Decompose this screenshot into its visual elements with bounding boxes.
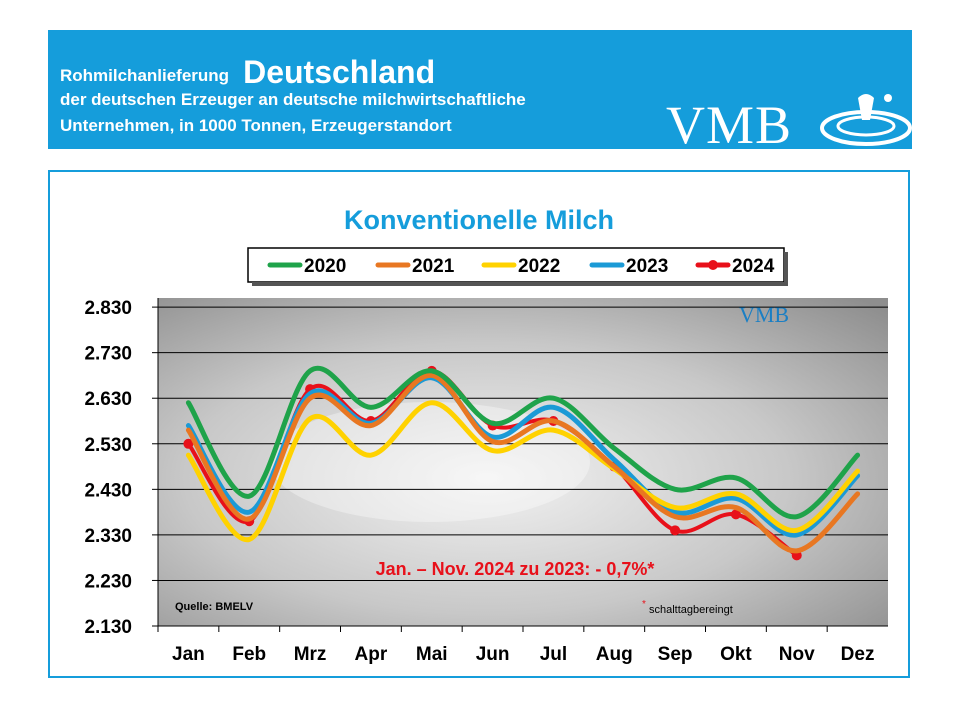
series-line-2022 [185, 400, 861, 542]
x-tick-label: Mai [416, 644, 448, 665]
header-line-1: Rohmilchanlieferung Deutschland [60, 52, 436, 90]
footnote-text: schalttagbereingt [649, 604, 733, 616]
vmb-logo-text: VMB [666, 95, 793, 155]
series-2020 [185, 365, 861, 520]
y-tick-label: 2.630 [84, 389, 132, 410]
x-tick-label: Sep [658, 644, 693, 665]
x-tick-label: Okt [720, 644, 752, 665]
vmb-logo-icon [820, 94, 912, 146]
series-2022 [185, 400, 861, 542]
x-tick-label: Jul [540, 644, 567, 665]
series-2024-point [183, 438, 194, 449]
legend: 2020 2021 2022 2023 2024 [247, 247, 788, 286]
y-tick-label: 2.230 [84, 571, 132, 592]
legend-marker-2024 [708, 260, 718, 270]
header-line-3: Unternehmen, in 1000 Tonnen, Erzeugersta… [60, 116, 452, 135]
legend-label-2022: 2022 [518, 256, 560, 277]
header-country: Deutschland [243, 54, 436, 90]
annotation-text: Jan. – Nov. 2024 zu 2023: - 0,7%* [376, 559, 655, 579]
x-tick-label: Nov [779, 644, 815, 665]
header-banner: Rohmilchanlieferung Deutschland der deuts… [48, 30, 912, 155]
y-tick-label: 2.730 [84, 344, 132, 365]
series-line-2021 [185, 372, 861, 554]
y-tick-label: 2.830 [84, 298, 132, 319]
x-tick-label: Aug [596, 644, 633, 665]
x-tick-label: Jan [172, 644, 205, 665]
y-tick-label: 2.430 [84, 480, 132, 501]
series-2021 [185, 372, 861, 554]
series-2024-point [730, 509, 741, 520]
x-tick-label: Mrz [294, 644, 327, 665]
y-tick-label: 2.530 [84, 435, 132, 456]
x-tick-label: Feb [232, 644, 266, 665]
x-tick-label: Dez [841, 644, 875, 665]
header-prefix: Rohmilchanlieferung [60, 66, 230, 85]
x-tick-label: Apr [355, 644, 388, 665]
x-tick-label: Jun [476, 644, 510, 665]
series-2024-point [670, 525, 681, 536]
legend-label-2020: 2020 [304, 256, 346, 277]
legend-label-2023: 2023 [626, 256, 668, 277]
header-line-2: der deutschen Erzeuger an deutsche milch… [60, 90, 526, 109]
legend-label-2024: 2024 [732, 256, 775, 277]
y-tick-label: 2.330 [84, 526, 132, 547]
source-text: Quelle: BMELV [175, 601, 254, 613]
line-chart: 2.830 2.730 2.630 2.530 2.430 2.330 2.230 2.130… [84, 205, 888, 665]
legend-label-2021: 2021 [412, 256, 455, 277]
y-tick-label: 2.130 [84, 617, 132, 638]
watermark-logo: VMB [739, 302, 789, 327]
chart-frame: 2.830 2.730 2.630 2.530 2.430 2.330 2.230 2.130… [48, 170, 910, 678]
chart-title: Konventionelle Milch [344, 205, 614, 235]
footnote-star: * [642, 599, 646, 610]
series-line-2020 [185, 365, 861, 520]
